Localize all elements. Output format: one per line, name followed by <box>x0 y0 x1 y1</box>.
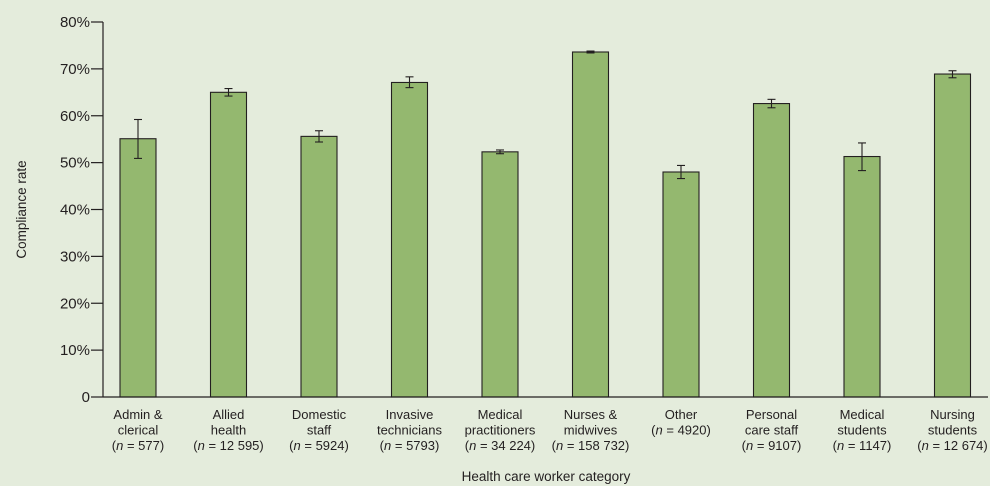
category-n-label: (n = 1147) <box>833 438 892 453</box>
category-n-label: (n = 5793) <box>380 438 440 453</box>
y-tick-label: 0 <box>82 389 90 406</box>
category-n-label: (n = 9107) <box>742 438 802 453</box>
x-axis-title: Health care worker category <box>462 469 631 484</box>
category-n-label: (n = 34 224) <box>465 438 535 453</box>
y-axis-title: Compliance rate <box>14 160 29 258</box>
category-label: staff <box>307 423 332 438</box>
category-n-label: (n = 5924) <box>289 438 349 453</box>
category-label: clerical <box>118 423 159 438</box>
y-tick-label: 20% <box>60 295 90 312</box>
y-tick-label: 10% <box>60 342 90 359</box>
bar <box>119 138 157 398</box>
category-label: Medical <box>840 407 885 422</box>
bar <box>481 151 519 398</box>
bar <box>843 155 881 398</box>
category-label: practitioners <box>465 423 536 438</box>
bars <box>119 51 972 398</box>
y-tick-label: 60% <box>60 108 90 125</box>
y-tick-label: 30% <box>60 248 90 265</box>
category-label: midwives <box>564 423 618 438</box>
category-label: health <box>211 423 246 438</box>
category-label: Other <box>665 407 698 422</box>
bar <box>571 51 610 398</box>
bar <box>933 73 972 398</box>
category-label: students <box>837 423 887 438</box>
y-tick-label: 40% <box>60 202 90 219</box>
bar <box>300 135 338 398</box>
y-axis: 0 10% 20% 30% 40% 50% 60% 70% 80% <box>60 14 104 406</box>
category-n-label: (n = 4920) <box>651 423 711 438</box>
y-tick-label: 50% <box>60 155 90 172</box>
category-n-label: (n = 577) <box>112 438 164 453</box>
category-label: Invasive <box>386 407 434 422</box>
category-label: Admin & <box>113 407 162 422</box>
category-n-label: (n = 158 732) <box>552 438 630 453</box>
bar <box>209 91 248 398</box>
category-label: Allied <box>213 407 245 422</box>
category-label: Nurses & <box>564 407 618 422</box>
category-label: Medical <box>478 407 523 422</box>
category-label: care staff <box>745 423 799 438</box>
category-n-label: (n = 12 674) <box>917 438 987 453</box>
category-label: Nursing <box>930 407 975 422</box>
bar <box>662 171 700 398</box>
bar <box>752 103 791 398</box>
category-label: Personal <box>746 407 797 422</box>
category-label: technicians <box>377 423 443 438</box>
y-tick-label: 80% <box>60 14 90 31</box>
error-bars <box>134 50 957 180</box>
bar <box>390 81 429 398</box>
y-tick-label: 70% <box>60 61 90 78</box>
category-label: students <box>928 423 978 438</box>
category-label: Domestic <box>292 407 347 422</box>
category-n-label: (n = 12 595) <box>193 438 263 453</box>
